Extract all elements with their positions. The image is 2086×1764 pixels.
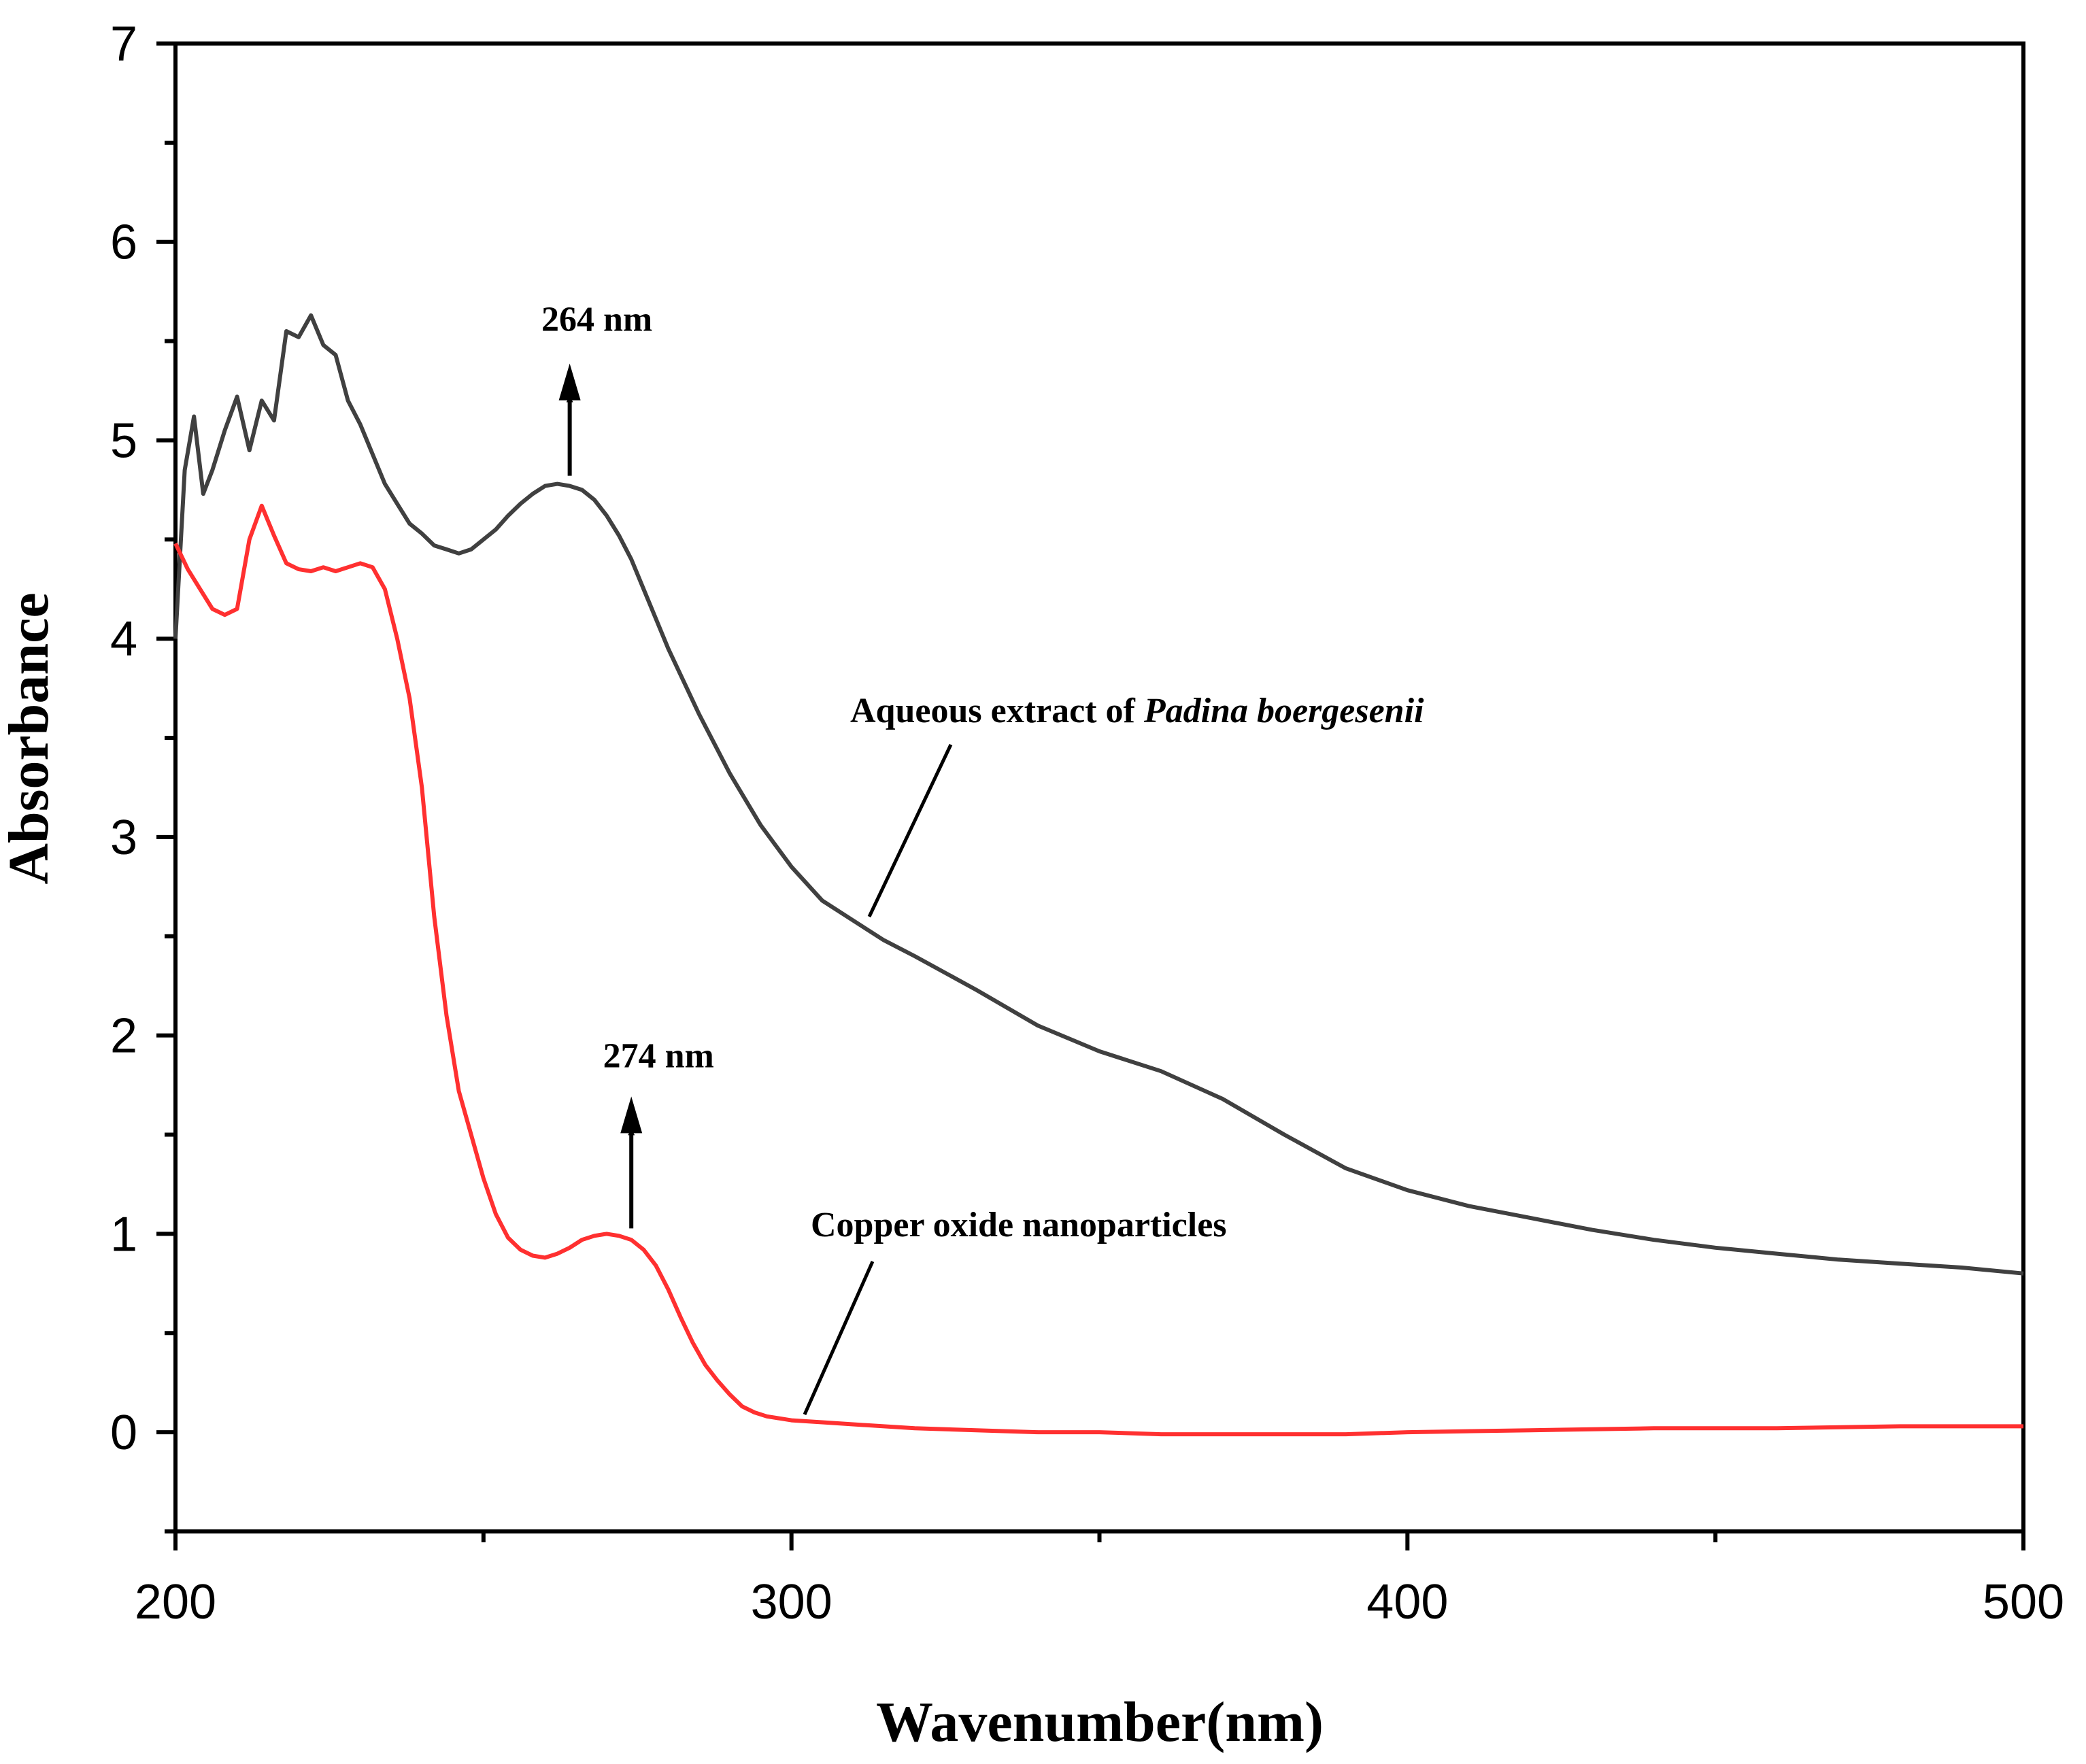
annotations: 264 nm 274 nm Aqueous extract of Padina bo…	[541, 301, 1424, 1416]
x-axis-ticks: 200 300 400 500	[135, 1531, 2064, 1629]
y-tick-label: 1	[110, 1207, 137, 1261]
peak-arrowhead	[620, 1096, 643, 1134]
y-axis-ticks: 0 1 2 3 4 5 6 7	[110, 17, 175, 1533]
x-axis-title: Wavenumber(nm)	[876, 1691, 1324, 1754]
peak-arrowhead	[558, 363, 581, 401]
x-tick-label: 400	[1366, 1575, 1448, 1629]
x-tick-label: 200	[135, 1575, 216, 1629]
peak-label: 264 nm	[541, 301, 652, 339]
series-label-cuo: Copper oxide nanoparticles	[811, 1206, 1227, 1244]
y-tick-label: 5	[110, 413, 137, 468]
series-line-extract	[173, 313, 2024, 1276]
plot-frame	[173, 41, 2025, 1533]
y-tick-label: 3	[110, 811, 137, 865]
y-tick-label: 0	[110, 1406, 137, 1460]
y-axis-title: Absorbance	[0, 592, 61, 884]
y-tick-label: 7	[110, 17, 137, 71]
y-tick-label: 2	[110, 1009, 137, 1064]
plot-border	[173, 41, 2025, 1533]
peak-label: 274 nm	[603, 1036, 714, 1075]
y-tick-label: 4	[110, 612, 137, 666]
series-line-cuo-nanoparticles	[173, 503, 2023, 1437]
x-tick-label: 500	[1983, 1575, 2064, 1629]
series-lines	[173, 313, 2024, 1437]
y-tick-label: 6	[110, 216, 137, 270]
x-tick-label: 300	[751, 1575, 832, 1629]
series-label-leader	[803, 1260, 875, 1416]
series-label-extract: Aqueous extract of Padina boergesenii	[850, 692, 1424, 730]
series-label-leader	[867, 743, 953, 918]
